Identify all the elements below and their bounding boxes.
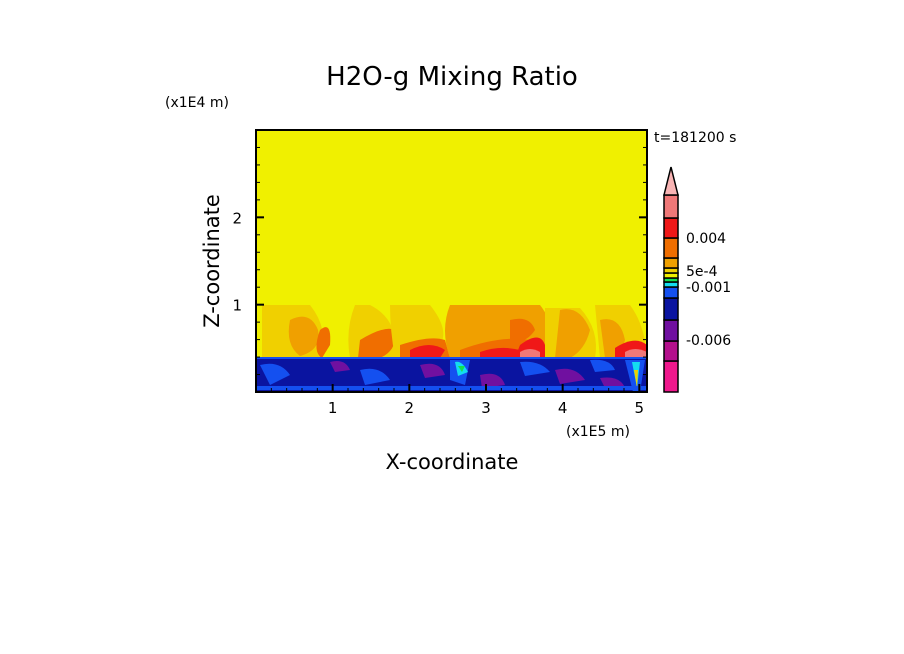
colorbar-label: 0.004: [686, 231, 726, 247]
axes: 1 2 3 4 5 1 2: [232, 146, 647, 417]
lower-layer: [256, 357, 647, 392]
y-axis-label: Z-coordinate: [200, 194, 224, 328]
time-label: t=181200 s: [654, 130, 736, 146]
colorbar-segment: [663, 237, 679, 259]
y-tick-label: 1: [232, 297, 242, 315]
x-tick-label: 2: [405, 399, 415, 417]
plot-frame: [255, 129, 648, 393]
x-tick-label: 1: [328, 399, 338, 417]
colorbar-label: 5e-4: [686, 264, 718, 280]
colorbar-segment: [663, 360, 679, 393]
colorbar-segment: [663, 340, 679, 362]
colorbar-extend-arrow: [663, 166, 679, 196]
colorbar-segment: [663, 217, 679, 239]
colorbar: 0.004 5e-4-0.001 -0.006: [663, 166, 731, 393]
x-tick-label: 4: [558, 399, 568, 417]
field: [256, 130, 647, 392]
x-tick-label: 5: [635, 399, 645, 417]
colorbar-segment: [663, 257, 679, 269]
colorbar-segment: [663, 319, 679, 342]
y-tick-label: 2: [232, 209, 242, 227]
colorbar-segment: [663, 297, 679, 321]
y-scale-label: (x1E4 m): [165, 95, 229, 111]
colorbar-segment: [663, 194, 679, 219]
x-axis-label: X-coordinate: [386, 450, 519, 474]
colorbar-label: -0.006: [686, 333, 731, 349]
chart-title: H2O-g Mixing Ratio: [326, 62, 578, 92]
plume-layer: [262, 305, 647, 358]
colorbar-segment: [663, 286, 679, 299]
x-scale-label: (x1E5 m): [566, 424, 630, 440]
colorbar-label: -0.001: [686, 280, 731, 296]
x-tick-label: 3: [481, 399, 491, 417]
